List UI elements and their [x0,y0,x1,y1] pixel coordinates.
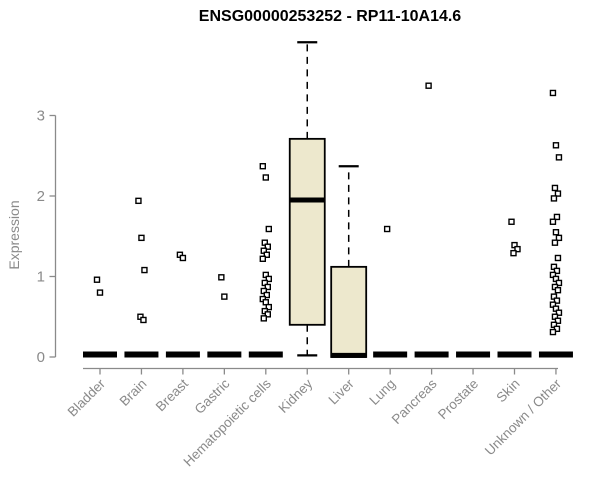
x-tick-label: Gastric [192,376,233,417]
x-tick-label: Kidney [276,376,316,416]
y-tick-label: 2 [37,188,45,205]
x-tick-label: Prostate [435,376,481,422]
outlier-point [555,154,563,161]
outlier-point [96,289,104,296]
outlier-point [179,254,187,262]
outlier-point [549,89,557,97]
outlier-point [263,251,270,258]
outlier-point [555,279,563,287]
box [330,265,368,358]
outlier-point [553,325,561,333]
outlier-point [554,286,562,294]
outlier-point [551,184,559,192]
chart-title: ENSG00000253252 - RP11-10A14.6 [198,8,462,25]
zero-bar [538,351,573,358]
outlier-point [549,218,557,225]
outlier-point [265,275,272,283]
outlier-point [218,274,225,281]
outlier-point [551,239,559,246]
outlier-point [93,276,101,283]
outlier-point [550,195,558,202]
outlier-point [259,163,266,170]
y-tick-label: 0 [37,349,45,366]
x-tick-label: Pancreas [389,376,440,427]
zero-bar [248,351,283,358]
outlier-point [552,229,560,236]
outlier-point [262,174,269,181]
outlier-point [514,245,521,253]
outlier-point [554,317,562,324]
x-tick-label: Bladder [65,376,109,420]
y-tick-label: 1 [37,269,45,286]
outlier-point [259,255,266,262]
outlier-point [141,266,148,274]
outlier-point [260,315,267,322]
outlier-point [553,267,561,275]
outlier-point [138,234,145,242]
outlier-point [221,293,228,300]
zero-bar [124,351,159,358]
outlier-point [265,303,272,311]
outlier-point [135,197,142,205]
outlier-point [140,316,147,324]
outlier-point [553,297,561,304]
zero-bar [497,351,532,358]
box [288,137,326,326]
outlier-point [264,283,271,291]
x-tick-label: Unknown / Other [482,376,565,459]
outlier-point [383,225,391,233]
outlier-point [555,309,563,316]
outlier-point [555,234,563,242]
outlier-point [554,190,562,197]
zero-bar [373,351,408,358]
x-tick-label: Breast [153,376,191,414]
outlier-point [553,213,561,221]
outlier-point [425,82,432,89]
zero-bar [83,351,117,358]
x-tick-label: Brain [117,376,150,409]
zero-bar [414,351,449,358]
outlier-point [264,311,271,318]
y-tick-label: 3 [37,108,45,125]
outlier-point [554,254,562,262]
outlier-point [508,218,515,225]
x-tick-label: Liver [326,376,358,408]
x-tick-label: Skin [493,376,522,405]
zero-bar [207,351,242,358]
zero-bar [456,351,491,358]
outlier-point [264,243,271,250]
outlier-point [510,249,517,257]
outlier-point [265,225,272,233]
outlier-point [552,142,560,149]
outlier-point [263,291,270,299]
outlier-point [549,328,557,336]
zero-bar [165,351,200,358]
x-tick-label: Lung [366,376,398,408]
